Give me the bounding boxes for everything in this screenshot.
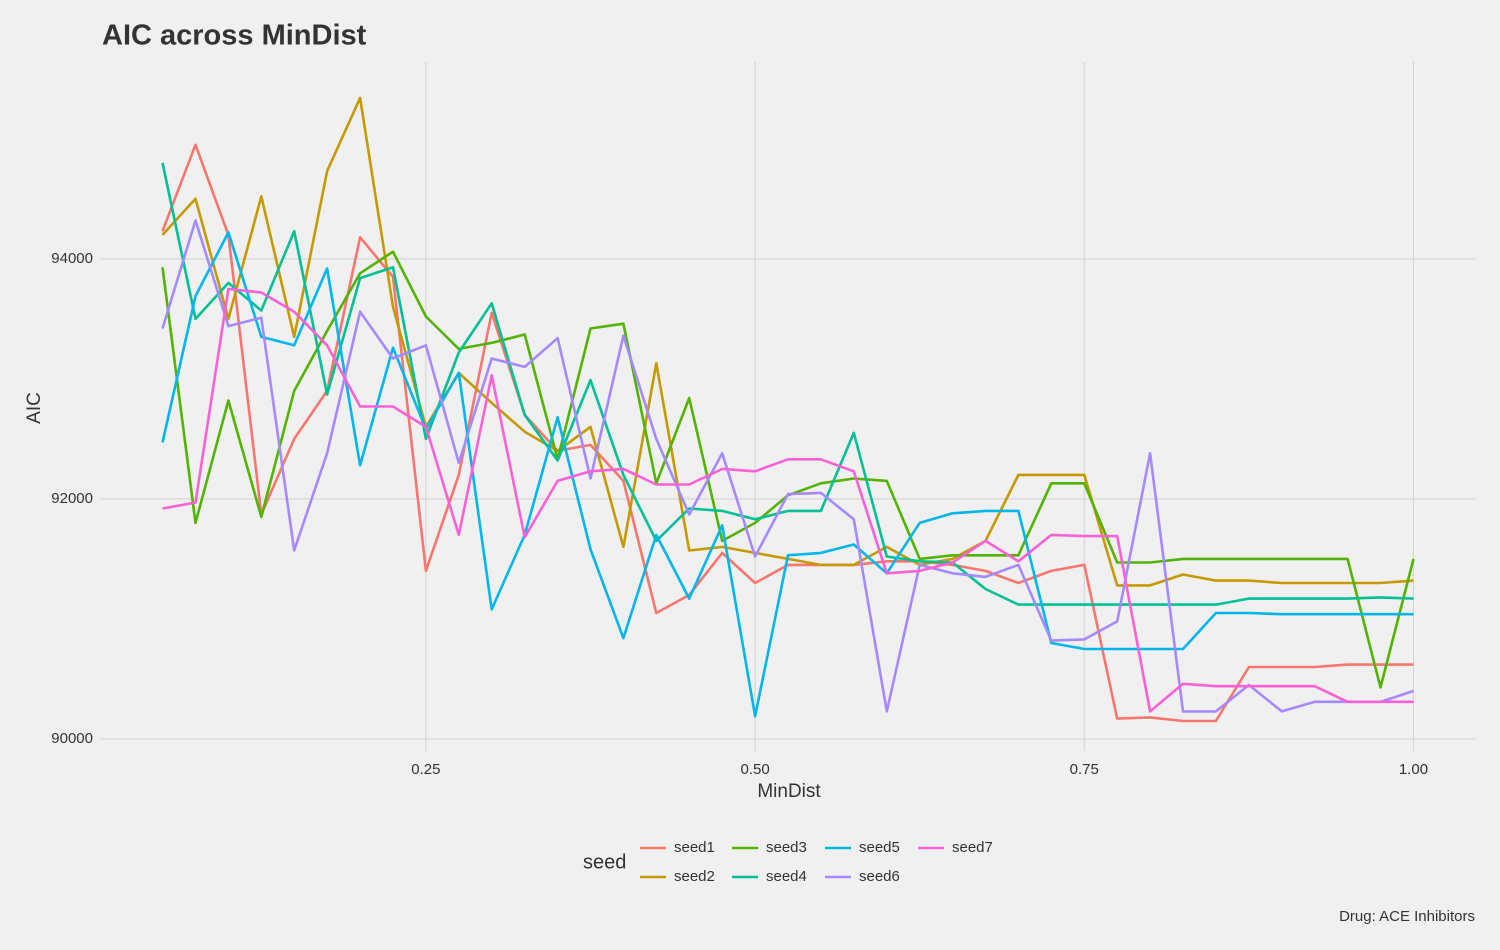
legend-title: seed: [583, 851, 626, 873]
series-line: [161, 143, 1414, 723]
legend-label: seed1: [674, 839, 715, 856]
legend-label: seed2: [674, 868, 715, 885]
y-tick-label: 90000: [51, 730, 93, 747]
y-axis-label: AIC: [24, 392, 45, 424]
x-tick-label: 0.50: [740, 761, 769, 778]
x-axis-label: MinDist: [757, 781, 821, 802]
chart-title: AIC across MinDist: [102, 20, 367, 52]
grid: [100, 62, 1476, 751]
x-tick-label: 1.00: [1399, 761, 1428, 778]
legend-label: seed3: [766, 839, 807, 856]
x-tick-label: 0.25: [411, 761, 440, 778]
x-tick-label: 0.75: [1070, 761, 1099, 778]
series-line: [161, 231, 1414, 718]
lines: [161, 96, 1415, 723]
legend-label: seed6: [859, 868, 900, 885]
series-line: [162, 287, 1414, 713]
legend-label: seed5: [859, 839, 900, 856]
series-line: [161, 162, 1414, 606]
series-line: [161, 219, 1414, 713]
legend-label: seed4: [766, 868, 807, 885]
legend: seed1 seed2 seed3 seed4 seed5 seed6 seed7: [640, 839, 993, 885]
y-tick-label: 92000: [51, 490, 93, 507]
y-tick-label: 94000: [51, 250, 93, 267]
caption: Drug: ACE Inhibitors: [1339, 908, 1475, 925]
legend-label: seed7: [952, 839, 993, 856]
